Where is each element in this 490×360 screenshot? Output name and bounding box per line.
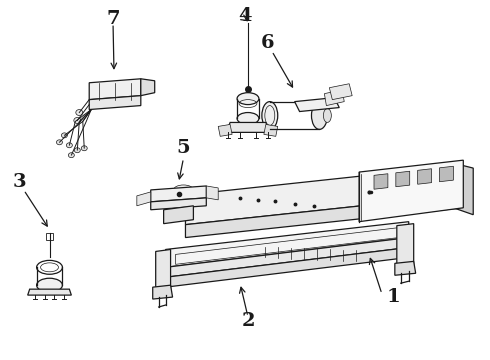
Text: 2: 2 bbox=[241, 312, 255, 330]
Text: 6: 6 bbox=[261, 34, 274, 52]
Ellipse shape bbox=[323, 109, 331, 122]
Ellipse shape bbox=[74, 148, 80, 153]
Polygon shape bbox=[417, 169, 432, 184]
Polygon shape bbox=[453, 163, 473, 215]
Text: 4: 4 bbox=[238, 7, 252, 25]
Polygon shape bbox=[218, 125, 232, 136]
Polygon shape bbox=[206, 186, 218, 200]
Polygon shape bbox=[28, 289, 72, 295]
Polygon shape bbox=[397, 224, 414, 269]
Polygon shape bbox=[164, 206, 194, 224]
Polygon shape bbox=[294, 98, 339, 112]
Ellipse shape bbox=[69, 153, 74, 158]
Ellipse shape bbox=[61, 133, 68, 138]
Polygon shape bbox=[395, 261, 416, 275]
Polygon shape bbox=[374, 174, 388, 189]
Polygon shape bbox=[329, 84, 352, 100]
Ellipse shape bbox=[74, 117, 81, 123]
Polygon shape bbox=[166, 247, 409, 287]
Polygon shape bbox=[89, 96, 141, 109]
Ellipse shape bbox=[76, 109, 83, 116]
Ellipse shape bbox=[237, 113, 259, 125]
Polygon shape bbox=[156, 249, 171, 293]
Text: 7: 7 bbox=[106, 10, 120, 28]
Ellipse shape bbox=[312, 102, 327, 129]
Ellipse shape bbox=[56, 140, 62, 145]
Ellipse shape bbox=[173, 185, 194, 195]
Text: 3: 3 bbox=[13, 173, 26, 191]
Ellipse shape bbox=[81, 146, 87, 151]
Polygon shape bbox=[137, 192, 151, 206]
Polygon shape bbox=[185, 195, 464, 238]
Ellipse shape bbox=[66, 143, 73, 148]
Polygon shape bbox=[153, 285, 172, 299]
Polygon shape bbox=[151, 186, 206, 202]
Ellipse shape bbox=[237, 93, 259, 105]
Polygon shape bbox=[440, 166, 453, 182]
Polygon shape bbox=[166, 222, 409, 267]
Text: 1: 1 bbox=[387, 288, 401, 306]
Polygon shape bbox=[151, 198, 206, 210]
Text: 5: 5 bbox=[177, 139, 190, 157]
Polygon shape bbox=[396, 171, 410, 187]
Ellipse shape bbox=[37, 278, 62, 292]
Polygon shape bbox=[359, 160, 464, 222]
Ellipse shape bbox=[262, 102, 278, 129]
Polygon shape bbox=[141, 79, 155, 96]
Polygon shape bbox=[226, 122, 270, 132]
Polygon shape bbox=[264, 125, 278, 136]
Polygon shape bbox=[89, 79, 141, 100]
Polygon shape bbox=[185, 165, 464, 225]
Polygon shape bbox=[324, 90, 344, 105]
Polygon shape bbox=[166, 238, 409, 277]
